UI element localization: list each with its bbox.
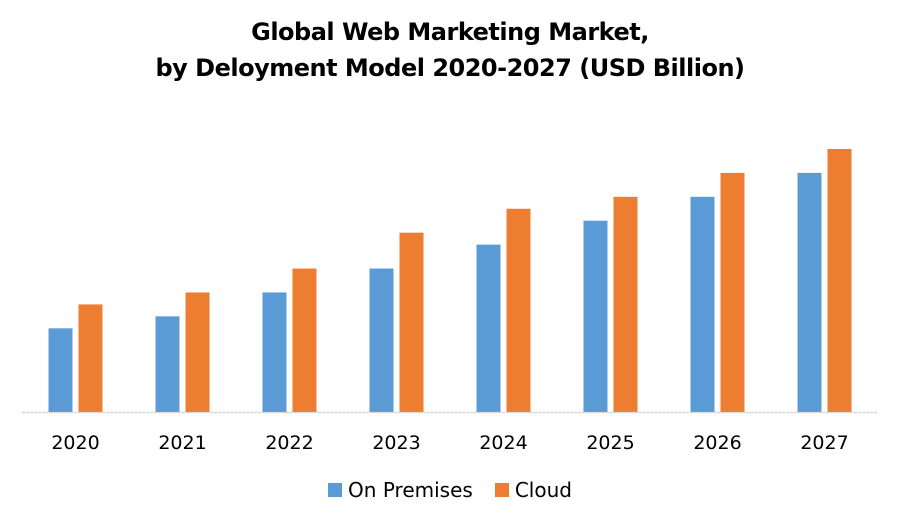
x-tick-label: 2023 (372, 432, 420, 454)
legend-label-on-premises: On Premises (348, 478, 473, 502)
x-tick-label: 2021 (158, 432, 206, 454)
x-tick-label: 2022 (265, 432, 313, 454)
bar-on-premises-2026 (690, 196, 715, 412)
bar-on-premises-2021 (155, 316, 180, 412)
legend-item-cloud: Cloud (494, 478, 572, 502)
legend-item-on-premises: On Premises (328, 478, 473, 502)
bar-cloud-2021 (185, 292, 210, 412)
bar-on-premises-2024 (476, 244, 501, 412)
bar-on-premises-2023 (369, 268, 394, 412)
bar-on-premises-2027 (797, 172, 822, 412)
bar-on-premises-2020 (48, 328, 73, 412)
bar-cloud-2027 (827, 149, 852, 412)
bar-on-premises-2022 (262, 292, 287, 412)
chart-title: Global Web Marketing Market, (251, 18, 649, 46)
x-tick-label: 2020 (51, 432, 99, 454)
bar-cloud-2020 (78, 304, 103, 412)
bar-on-premises-2025 (583, 220, 608, 412)
legend-swatch-on-premises (328, 483, 343, 497)
legend-label-cloud: Cloud (514, 478, 572, 502)
legend: On Premises Cloud (0, 478, 900, 502)
x-tick-label: 2025 (586, 432, 634, 454)
x-tick-label: 2026 (693, 432, 741, 454)
bar-cloud-2025 (613, 196, 638, 412)
bar-cloud-2023 (399, 232, 424, 412)
x-tick-label: 2024 (479, 432, 527, 454)
legend-swatch-cloud (494, 483, 509, 497)
chart-title-block: Global Web Marketing Market, by Deloymen… (0, 14, 900, 86)
chart-subtitle: by Deloyment Model 2020-2027 (USD Billio… (155, 54, 745, 82)
bars-group (48, 149, 852, 412)
bar-cloud-2024 (506, 208, 531, 412)
bar-cloud-2022 (292, 268, 317, 412)
x-tick-labels: 2020 2021 2022 2023 2024 2025 2026 2027 (51, 432, 848, 454)
x-tick-label: 2027 (800, 432, 848, 454)
bar-cloud-2026 (720, 172, 745, 412)
